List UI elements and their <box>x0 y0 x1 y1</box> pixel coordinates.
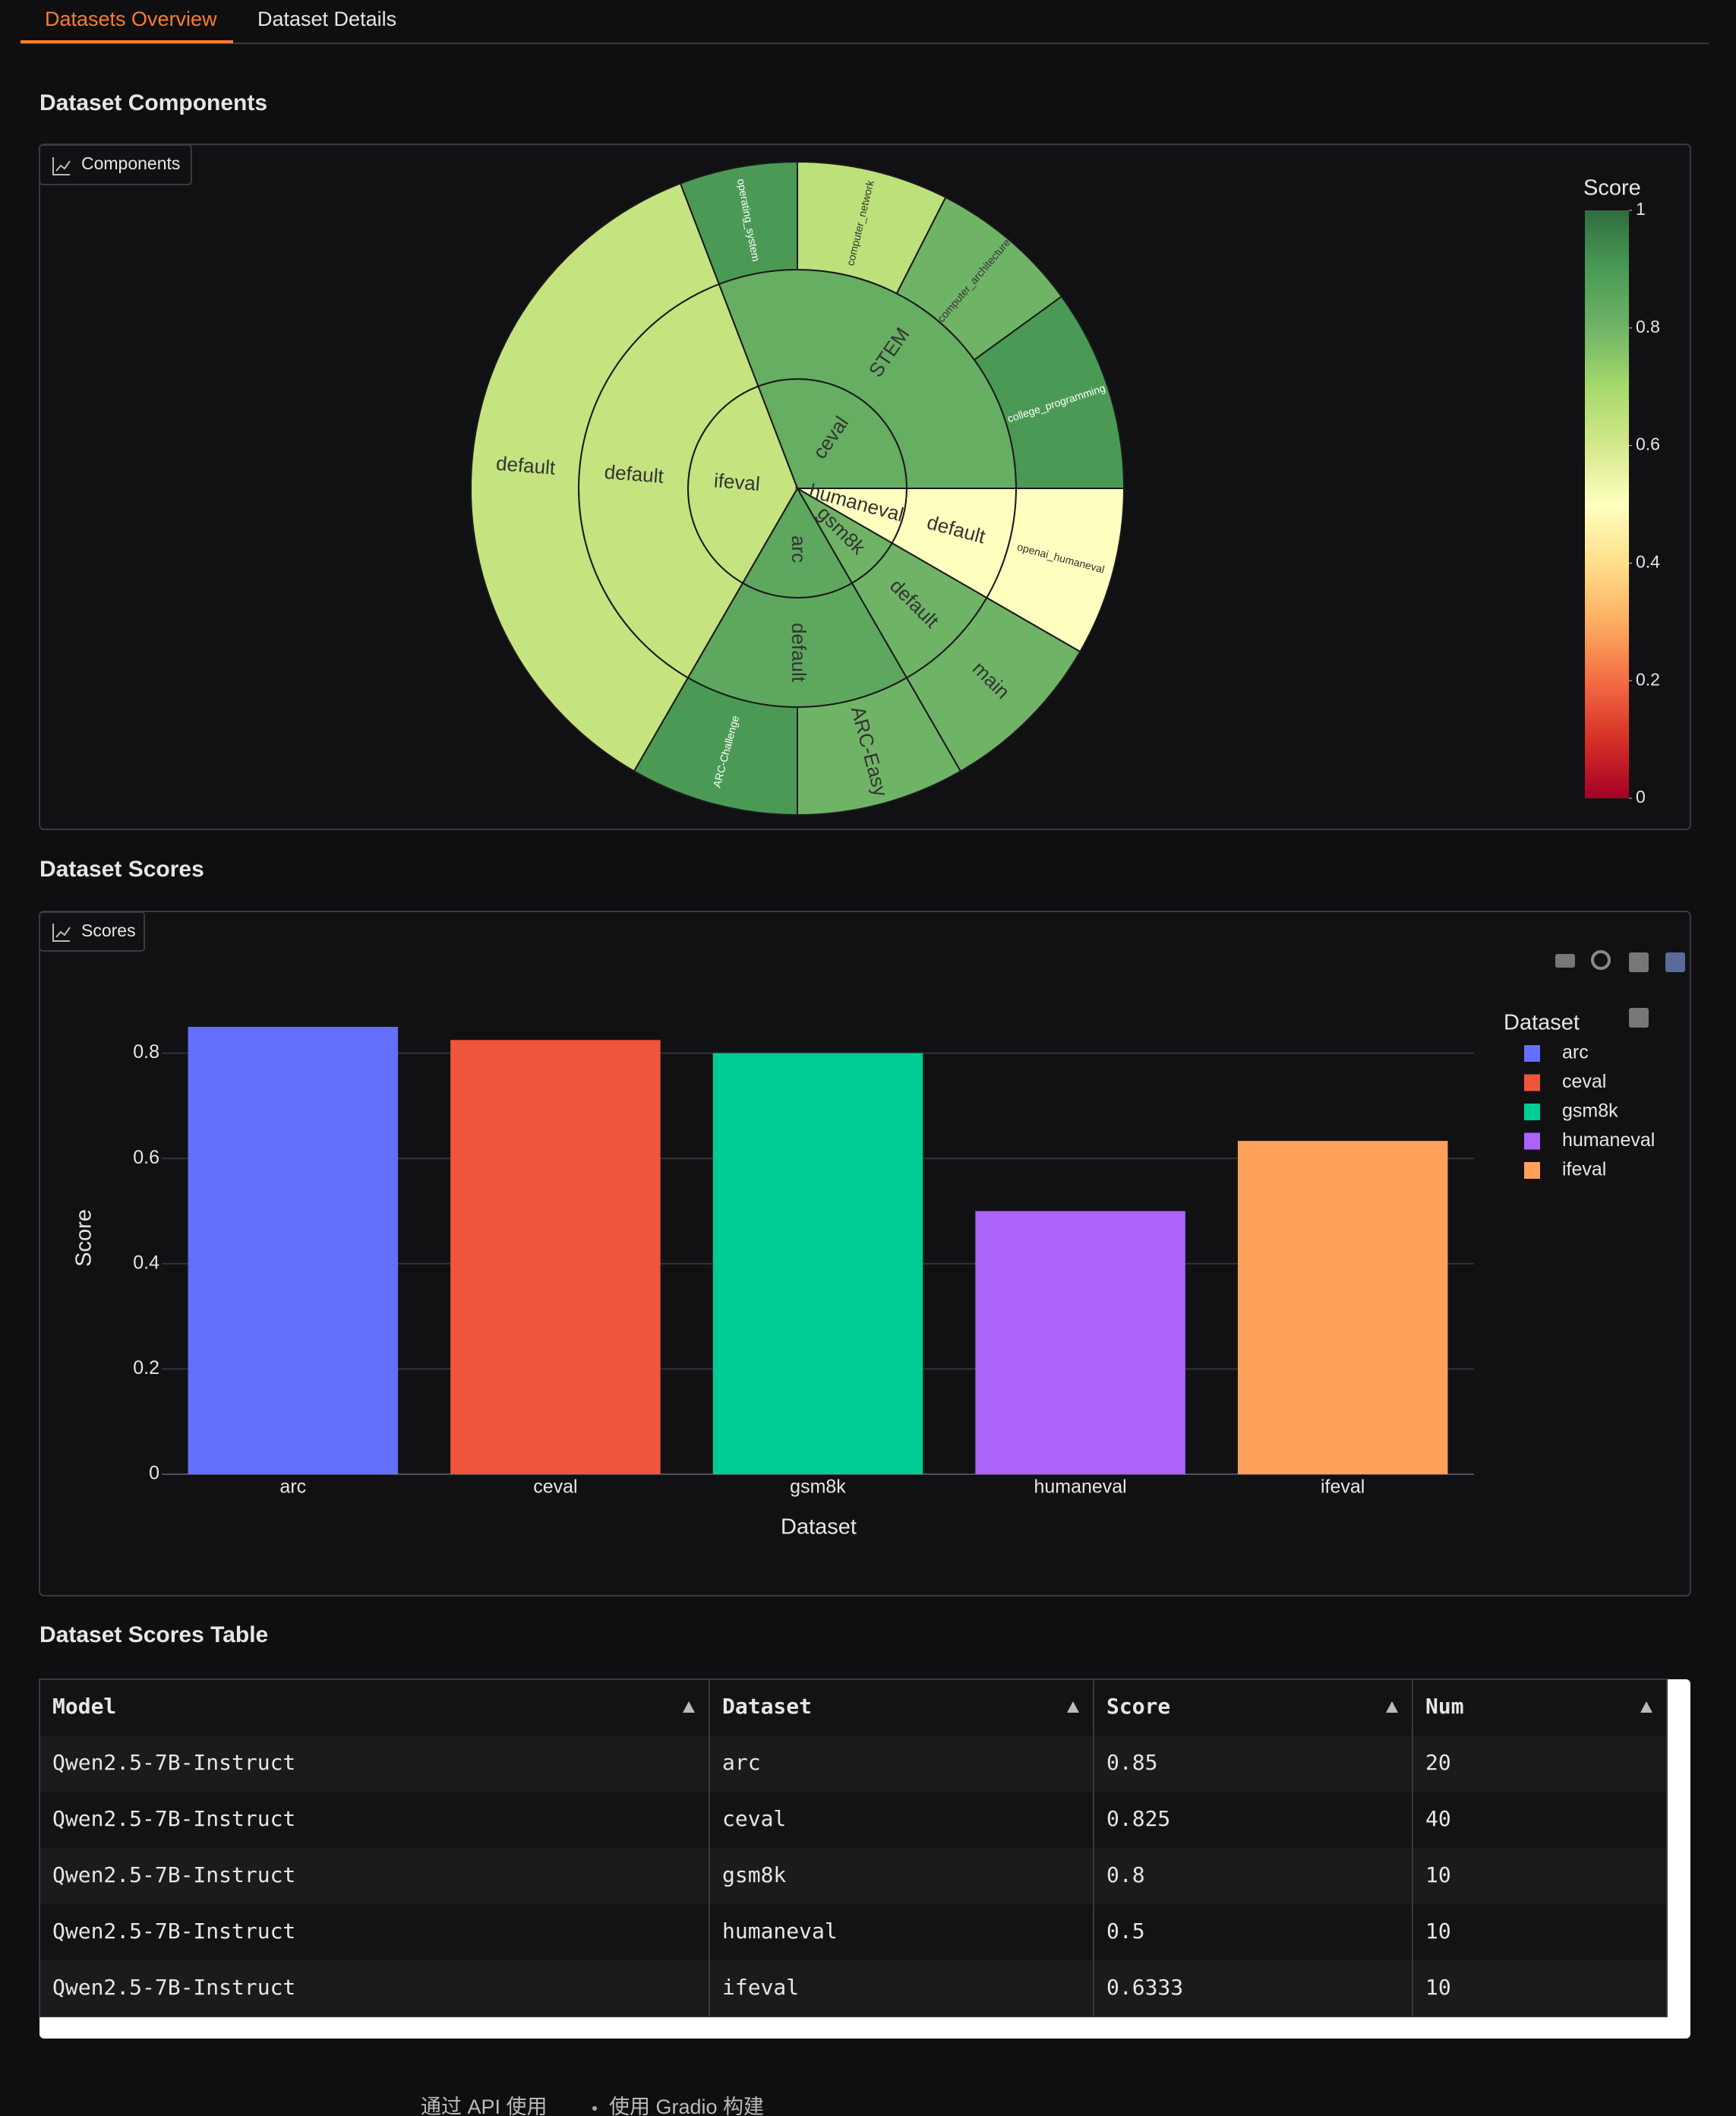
segment-label: arc <box>788 535 810 563</box>
x-tick-label: ceval <box>533 1476 577 1498</box>
table-cell: ceval <box>722 1806 786 1831</box>
legend-label: ceval <box>1562 1071 1606 1092</box>
legend-swatch <box>1524 1162 1540 1179</box>
table-cell: 0.85 <box>1106 1750 1157 1775</box>
modebar-button[interactable] <box>1629 1008 1649 1028</box>
legend-swatch <box>1524 1045 1540 1062</box>
y-tick-label: 0.4 <box>133 1252 159 1273</box>
block-label-text: Scores <box>81 921 136 940</box>
bar <box>975 1211 1185 1474</box>
segment-label: default <box>788 623 810 683</box>
x-tick-label: arc <box>279 1476 306 1498</box>
y-tick-label: 0.8 <box>133 1041 159 1063</box>
table-cell: 0.5 <box>1106 1919 1145 1944</box>
legend-label: gsm8k <box>1562 1101 1618 1122</box>
table-cell: 0.825 <box>1106 1806 1170 1831</box>
x-tick-label: humaneval <box>1034 1476 1126 1498</box>
modebar-button[interactable] <box>1555 954 1575 968</box>
table-cell: ifeval <box>722 1975 799 2000</box>
table-cell: Qwen2.5-7B-Instruct <box>52 1806 295 1831</box>
section-title: Dataset Scores Table <box>39 1622 268 1647</box>
sort-button[interactable] <box>1640 1701 1652 1713</box>
column-header: Num <box>1425 1694 1464 1719</box>
segment-label: default <box>604 460 665 488</box>
legend-title: Dataset <box>1504 1011 1580 1035</box>
column-header: Dataset <box>722 1694 812 1719</box>
colorbar-tick-label: 0.4 <box>1636 551 1660 571</box>
table-cell: Qwen2.5-7B-Instruct <box>52 1919 295 1944</box>
colorbar-tick-label: 0.8 <box>1636 317 1660 336</box>
table-row <box>40 1904 1666 1960</box>
y-axis-title: Score <box>72 1209 96 1267</box>
table-row <box>40 1960 1666 2017</box>
x-tick-label: gsm8k <box>790 1476 846 1498</box>
table-cell: gsm8k <box>722 1862 786 1887</box>
x-tick-label: ifeval <box>1321 1476 1365 1498</box>
modebar <box>1555 950 1685 1028</box>
tab[interactable]: Datasets Overview <box>45 8 217 30</box>
legend-swatch <box>1524 1074 1540 1091</box>
table-row <box>40 1848 1666 1904</box>
segment-label: ifeval <box>713 469 761 495</box>
sort-button[interactable] <box>1386 1701 1398 1713</box>
block-icon <box>52 924 71 942</box>
table-row <box>40 1735 1666 1792</box>
table-cell: arc <box>722 1750 761 1775</box>
sunburst-segment <box>470 182 721 772</box>
colorbar-title: Score <box>1583 176 1641 201</box>
table-cell: 10 <box>1425 1862 1451 1887</box>
legend-swatch <box>1524 1132 1540 1150</box>
table-cell: humaneval <box>722 1919 838 1944</box>
table-cell: 0.6333 <box>1106 1975 1183 2000</box>
table-cell: Qwen2.5-7B-Instruct <box>52 1750 295 1775</box>
bar <box>188 1026 399 1474</box>
bar <box>1237 1141 1448 1474</box>
modebar-button[interactable] <box>1665 952 1685 972</box>
colorbar-tick-label: 0.6 <box>1636 434 1660 454</box>
bar <box>712 1053 923 1474</box>
table-cell: 20 <box>1425 1750 1451 1775</box>
column-header: Score <box>1106 1694 1170 1719</box>
footer-link[interactable]: 通过 API 使用 <box>421 2095 548 2116</box>
table-cell: Qwen2.5-7B-Instruct <box>52 1975 295 2000</box>
table-cell: 0.8 <box>1106 1862 1145 1887</box>
segment-label: default <box>495 452 557 479</box>
colorbar-tick-label: 0.2 <box>1636 669 1660 689</box>
legend-label: ifeval <box>1562 1159 1606 1180</box>
table-cell: Qwen2.5-7B-Instruct <box>52 1862 295 1887</box>
table-cell: 10 <box>1425 1919 1451 1944</box>
modebar-button[interactable] <box>1591 950 1611 970</box>
tab-underline <box>21 40 233 43</box>
y-tick-label: 0.2 <box>133 1357 159 1379</box>
table-row <box>40 1792 1666 1848</box>
sort-button[interactable] <box>1067 1701 1079 1713</box>
section-title: Dataset Scores <box>39 857 204 882</box>
sunburst-segment <box>986 488 1125 653</box>
tab[interactable]: Dataset Details <box>257 8 396 30</box>
x-axis-title: Dataset <box>781 1515 857 1540</box>
colorbar-tick-label: 0 <box>1636 787 1646 807</box>
legend-label: arc <box>1562 1042 1589 1063</box>
legend-swatch <box>1524 1104 1540 1120</box>
block-label-text: Components <box>81 153 180 173</box>
colorbar-tick-label: 1 <box>1636 199 1646 219</box>
block-icon <box>52 157 71 175</box>
footer-link[interactable]: 使用 Gradio 构建 <box>609 2095 764 2116</box>
y-tick-label: 0 <box>149 1463 159 1484</box>
modebar-button[interactable] <box>1629 952 1649 972</box>
y-tick-label: 0.6 <box>133 1147 159 1168</box>
block-label <box>39 144 192 185</box>
section-title: Dataset Components <box>39 90 267 115</box>
legend-label: humaneval <box>1562 1129 1655 1151</box>
column-header: Model <box>52 1694 116 1719</box>
table-cell: 40 <box>1425 1806 1451 1831</box>
table-cell: 10 <box>1425 1975 1451 2000</box>
colorbar <box>1585 210 1629 798</box>
footer-separator <box>592 2106 597 2111</box>
sort-button[interactable] <box>683 1701 695 1713</box>
bar <box>450 1040 661 1474</box>
